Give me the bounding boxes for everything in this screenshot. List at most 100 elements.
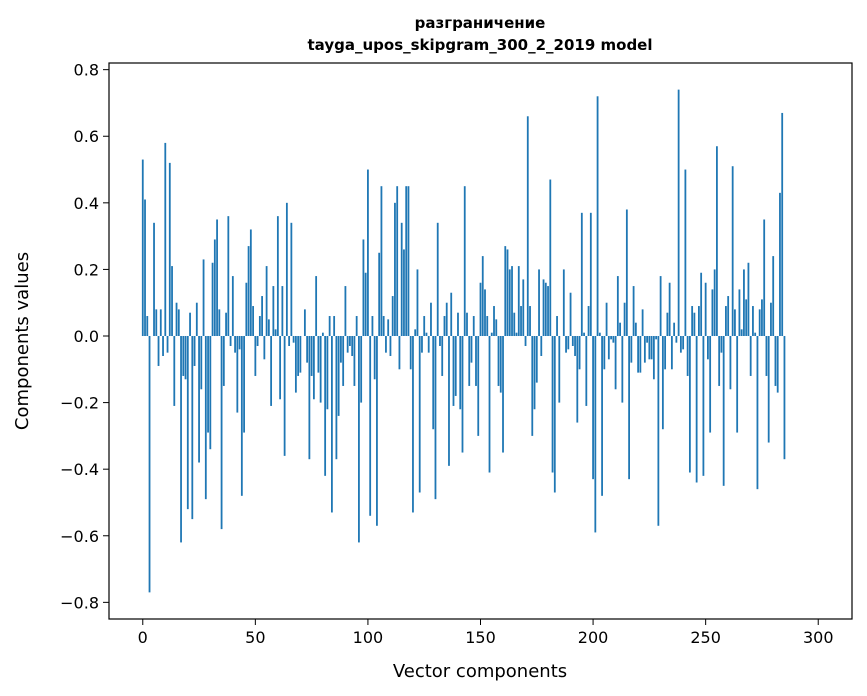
bar (623, 302, 626, 336)
bar (450, 292, 453, 336)
bar (524, 336, 527, 346)
bar (461, 336, 464, 453)
bar (216, 219, 218, 337)
bar (290, 222, 293, 337)
bar (725, 306, 727, 336)
bar (605, 302, 608, 336)
bar (549, 179, 552, 337)
x-tick-label: 150 (465, 628, 496, 647)
bar (569, 292, 572, 336)
bar (652, 336, 655, 380)
bar (387, 319, 390, 337)
bar (704, 282, 707, 337)
bar (141, 159, 144, 337)
bar (558, 336, 561, 403)
bar (308, 336, 311, 460)
bar (292, 336, 295, 343)
bar (729, 336, 732, 390)
bar (376, 336, 378, 526)
bar (711, 289, 714, 337)
bar (175, 302, 178, 336)
bar (533, 336, 536, 410)
bar (231, 276, 234, 337)
bar (472, 316, 475, 337)
bar (628, 336, 630, 480)
bar (470, 336, 473, 363)
bar (616, 276, 619, 337)
bar (434, 336, 437, 500)
bar (276, 216, 279, 337)
bar (538, 269, 540, 337)
bar (371, 316, 374, 337)
bar (783, 336, 786, 460)
bar (693, 312, 696, 337)
bar (285, 202, 288, 336)
bar (619, 322, 621, 337)
bar (283, 336, 286, 456)
bar (752, 306, 754, 336)
bar (394, 202, 396, 336)
bar (335, 336, 338, 460)
bar (657, 336, 660, 526)
y-tick-label: −0.4 (60, 460, 99, 479)
bar (243, 336, 245, 433)
bar (763, 219, 766, 337)
bar (247, 246, 250, 336)
bar (288, 336, 291, 346)
bar (412, 336, 414, 513)
bar (637, 336, 640, 373)
bar (425, 332, 428, 337)
bar (315, 276, 318, 337)
bar (540, 336, 543, 356)
bar (677, 89, 680, 336)
y-tick-label: 0.6 (74, 127, 99, 146)
chart-subtitle: tayga_upos_skipgram_300_2_2019 model (308, 36, 653, 54)
bar (249, 229, 252, 337)
bar (452, 336, 455, 406)
bar (727, 296, 730, 336)
bar-series (141, 89, 786, 593)
bar (526, 116, 529, 337)
bar (222, 336, 225, 386)
bar (506, 249, 509, 336)
bar (463, 186, 466, 337)
bar (297, 336, 300, 376)
x-tick-label: 50 (245, 628, 265, 647)
bar (261, 296, 263, 336)
bar (324, 336, 327, 476)
bar (630, 336, 633, 363)
bar (592, 336, 594, 480)
bar (504, 246, 507, 336)
bar (204, 336, 207, 500)
bar (767, 336, 770, 443)
x-tick-label: 250 (690, 628, 721, 647)
bar (686, 336, 689, 376)
bar (659, 276, 662, 337)
bar (391, 296, 394, 336)
bar (736, 336, 739, 433)
bar (574, 336, 576, 356)
bar (146, 316, 149, 337)
bar (234, 336, 236, 353)
bar (517, 266, 520, 337)
bar (414, 329, 417, 337)
bar (544, 282, 547, 337)
bar (565, 336, 567, 353)
bar (398, 336, 401, 370)
bar (578, 336, 581, 370)
bar (227, 216, 230, 337)
bar (405, 186, 408, 337)
bar (281, 286, 284, 337)
bar (267, 319, 270, 337)
bar (310, 336, 313, 376)
bar (756, 336, 759, 490)
bar (547, 286, 549, 337)
bar (362, 239, 365, 337)
bar (607, 336, 610, 360)
y-axis-label: Components values (12, 252, 33, 430)
bar (326, 336, 329, 410)
bar (601, 336, 603, 496)
bar (238, 336, 241, 350)
bar (454, 336, 457, 396)
bar (765, 336, 768, 376)
